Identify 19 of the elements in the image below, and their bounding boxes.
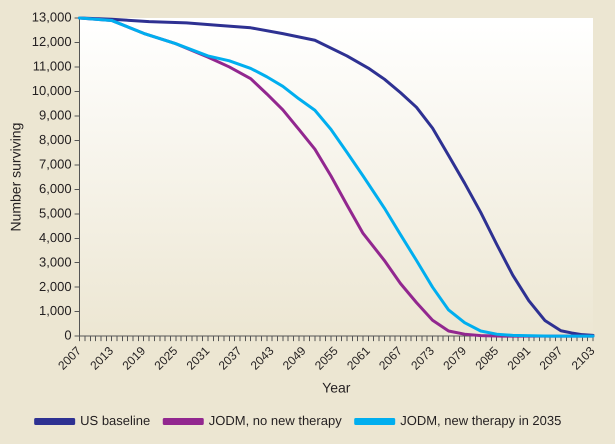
y-tick-label: 8,000 <box>39 132 72 147</box>
y-tick-label: 11,000 <box>32 58 72 74</box>
y-tick-label: 5,000 <box>39 205 72 220</box>
y-tick-label: 6,000 <box>39 180 72 196</box>
legend-label: US baseline <box>80 413 150 428</box>
y-tick-label: 3,000 <box>39 254 72 270</box>
y-tick-label: 9,000 <box>39 107 72 122</box>
y-tick-label: 4,000 <box>39 230 72 245</box>
legend-label: JODM, new therapy in 2035 <box>400 413 562 428</box>
y-tick-label: 2,000 <box>39 278 72 294</box>
y-tick-label: 1,000 <box>39 303 72 318</box>
y-tick-label: 7,000 <box>39 156 72 172</box>
legend-label: JODM, no new therapy <box>208 413 342 428</box>
y-axis-title: Number surviving <box>7 122 24 232</box>
x-axis-title: Year <box>322 379 351 396</box>
y-tick-label: 10,000 <box>32 82 72 98</box>
y-tick-label: 12,000 <box>32 34 72 50</box>
y-tick-label: 13,000 <box>32 10 72 25</box>
y-tick-label: 0 <box>64 328 72 343</box>
